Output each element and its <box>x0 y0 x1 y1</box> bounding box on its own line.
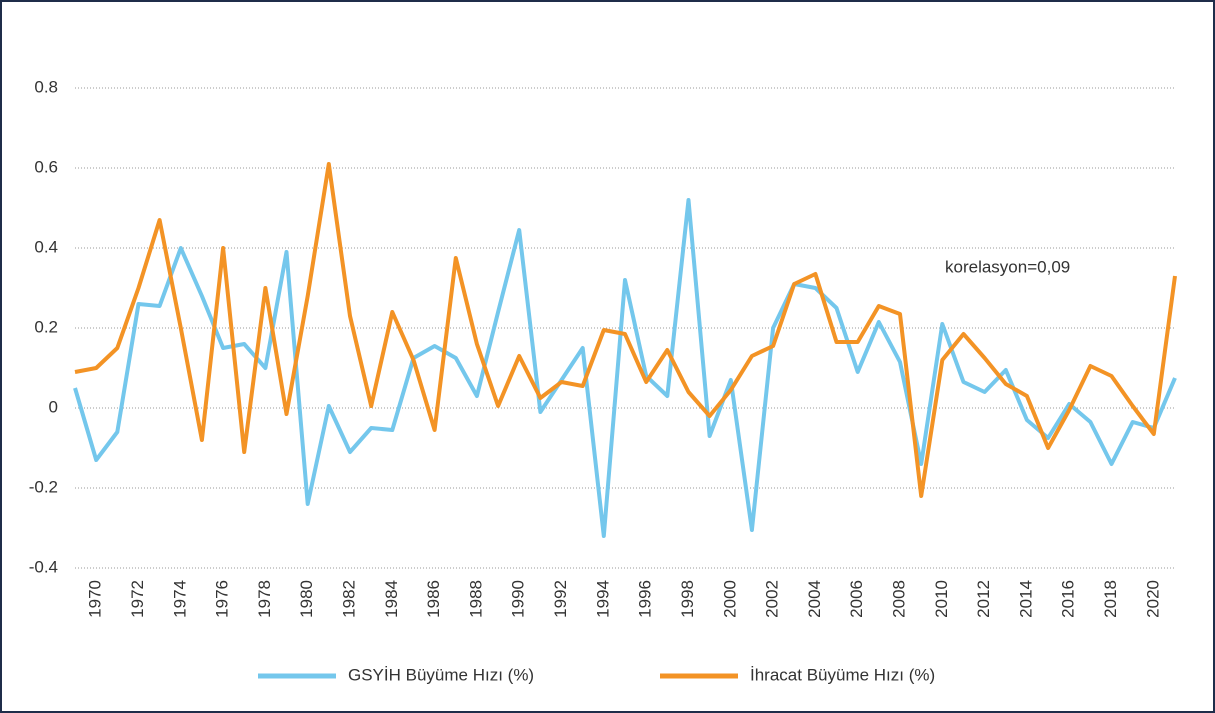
y-tick-label: 0.6 <box>34 157 58 176</box>
series-line <box>74 162 1177 498</box>
x-tick-label: 2008 <box>889 580 908 618</box>
x-tick-label: 1972 <box>128 580 147 618</box>
x-tick-label: 2004 <box>805 580 824 618</box>
x-tick-label: 2018 <box>1101 580 1120 618</box>
y-tick-label: 0.2 <box>34 317 58 336</box>
x-tick-label: 2020 <box>1143 580 1162 618</box>
x-tick-label: 1984 <box>382 580 401 618</box>
x-tick-label: 1998 <box>678 580 697 618</box>
x-tick-label: 1988 <box>466 580 485 618</box>
x-tick-label: 1994 <box>593 580 612 618</box>
x-tick-label: 2002 <box>763 580 782 618</box>
x-tick-label: 2000 <box>720 580 739 618</box>
y-tick-label: -0.4 <box>29 557 58 576</box>
x-tick-label: 1990 <box>509 580 528 618</box>
series-line <box>73 198 1177 538</box>
legend-label: İhracat Büyüme Hızı (%) <box>750 665 935 684</box>
x-tick-label: 1996 <box>636 580 655 618</box>
x-tick-label: 2016 <box>1059 580 1078 618</box>
x-tick-label: 1980 <box>297 580 316 618</box>
x-tick-label: 2012 <box>974 580 993 618</box>
x-tick-label: 1978 <box>255 580 274 618</box>
x-tick-label: 2010 <box>932 580 951 618</box>
y-tick-label: 0 <box>49 397 58 416</box>
annotation: korelasyon=0,09 <box>945 257 1070 276</box>
x-tick-label: 1970 <box>86 580 105 618</box>
x-tick-label: 2006 <box>847 580 866 618</box>
y-tick-label: 0.4 <box>34 237 58 256</box>
legend-label: GSYİH Büyüme Hızı (%) <box>348 665 534 684</box>
y-tick-label: 0.8 <box>34 77 58 96</box>
x-tick-label: 2014 <box>1016 580 1035 618</box>
x-tick-label: 1986 <box>424 580 443 618</box>
x-tick-label: 1974 <box>170 580 189 618</box>
y-tick-label: -0.2 <box>29 477 58 496</box>
x-tick-label: 1982 <box>339 580 358 618</box>
x-tick-label: 1992 <box>551 580 570 618</box>
x-tick-label: 1976 <box>213 580 232 618</box>
